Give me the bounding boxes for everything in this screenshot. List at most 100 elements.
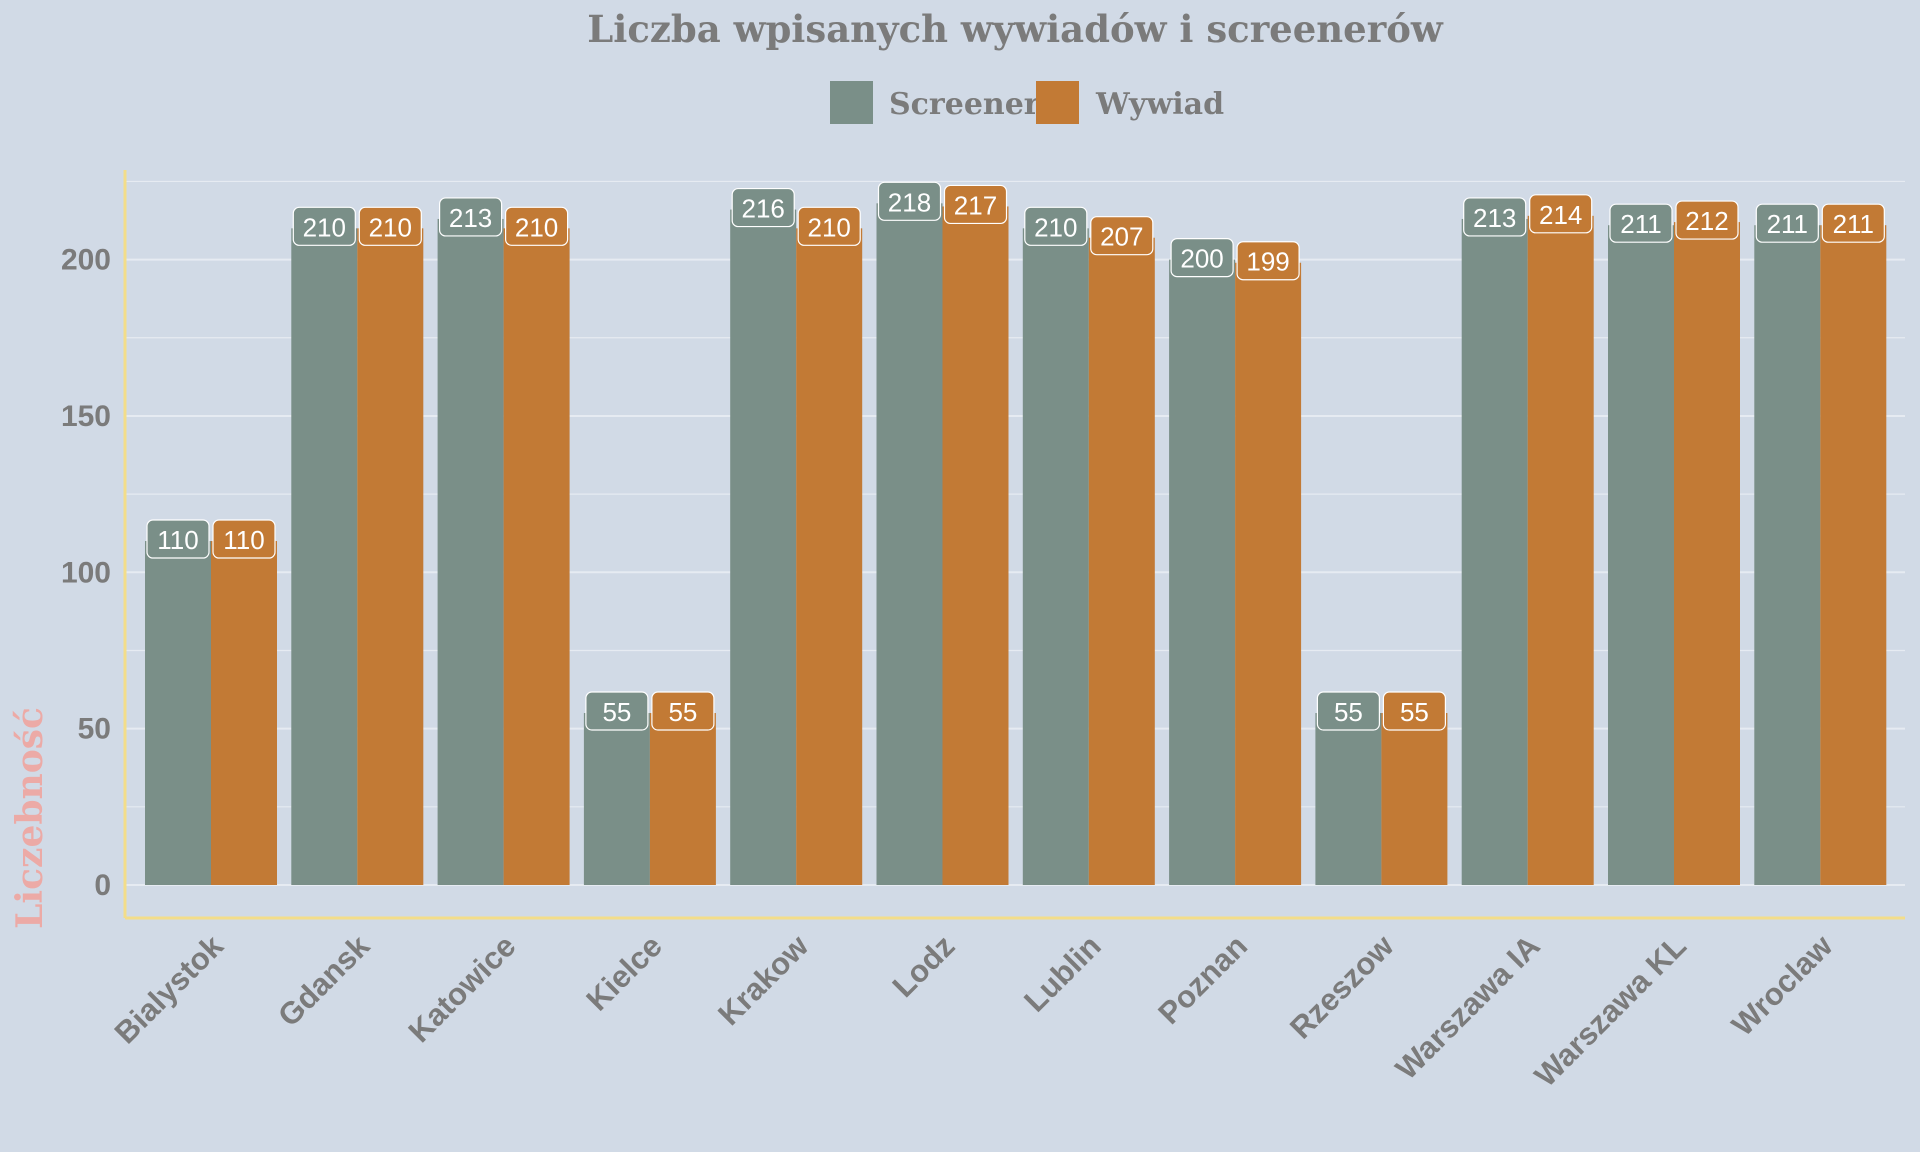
value-label-box <box>439 197 503 237</box>
value-label-text: 213 <box>449 203 492 233</box>
value-label-box <box>358 206 422 246</box>
value-label-box <box>1170 238 1234 278</box>
value-label-screener: 200 <box>1170 238 1234 278</box>
bar-screener-kielce <box>583 713 650 885</box>
value-label-screener: 55 <box>1316 691 1381 731</box>
bar-screener-bialystok <box>145 541 211 885</box>
value-label-box <box>585 691 649 731</box>
value-label-text: 110 <box>223 525 264 555</box>
bar-wywiad-warszawa-kl <box>1674 222 1740 886</box>
value-label-text: 210 <box>1034 212 1077 242</box>
bar-wywiad-katowice <box>503 228 570 885</box>
bar-screener-gdansk <box>291 228 358 885</box>
value-label-box <box>212 519 276 559</box>
value-label-box <box>292 206 356 246</box>
bar-screener-warszawa-kl <box>1608 225 1674 885</box>
value-label-text: 211 <box>1767 209 1808 239</box>
value-label-text: 210 <box>808 212 851 242</box>
value-label-box <box>1675 200 1739 240</box>
bar-screener-warszawa-ia <box>1461 218 1528 886</box>
x-tick-label: Warszawa KL <box>1528 928 1693 1093</box>
x-tick-label: Rzeszow <box>1283 928 1401 1046</box>
value-label-text: 217 <box>954 190 997 220</box>
value-label-screener: 218 <box>877 181 942 221</box>
bar-screener-katowice <box>437 218 504 886</box>
axes <box>123 170 1905 920</box>
x-tick-label: Lublin <box>1017 928 1107 1018</box>
value-label-text: 212 <box>1685 206 1728 236</box>
y-tick-label: 50 <box>78 713 111 746</box>
value-label-wywiad: 55 <box>1382 691 1447 731</box>
value-label-box <box>505 206 569 246</box>
value-label-text: 211 <box>1833 209 1874 239</box>
x-tick-label: Warszawa IA <box>1389 928 1547 1086</box>
value-label-screener: 210 <box>1024 206 1088 246</box>
value-label-text: 210 <box>303 212 346 242</box>
value-label-box <box>797 206 861 246</box>
x-tick-label: Krakow <box>711 928 816 1033</box>
bar-wywiad-wroclaw <box>1820 225 1887 885</box>
x-tick-label: Katowice <box>402 928 523 1049</box>
value-label-screener: 211 <box>1755 203 1819 243</box>
value-label-box <box>651 691 715 731</box>
value-label-text: 207 <box>1100 222 1143 252</box>
value-label-text: 213 <box>1473 203 1516 233</box>
bar-wywiad-lublin <box>1088 237 1155 885</box>
x-tick-label: Kielce <box>580 928 669 1017</box>
bar-screener-rzeszow <box>1315 713 1382 885</box>
y-tick-label: 0 <box>94 869 111 902</box>
value-label-box <box>1382 691 1447 731</box>
value-label-box <box>1755 203 1819 243</box>
x-tick-label: Wroclaw <box>1725 928 1840 1043</box>
value-label-screener: 110 <box>146 519 210 559</box>
value-label-box <box>1609 203 1673 243</box>
value-label-screener: 213 <box>439 197 503 237</box>
value-label-box <box>1463 197 1527 237</box>
value-label-text: 55 <box>1334 697 1363 727</box>
legend-label-wywiad: Wywiad <box>1095 87 1224 122</box>
value-label-wywiad: 110 <box>212 519 276 559</box>
bar-wywiad-warszawa-ia <box>1527 215 1594 885</box>
value-label-box <box>877 181 942 221</box>
x-tick-label: Poznan <box>1151 928 1254 1031</box>
bars <box>145 203 1887 886</box>
value-label-text: 55 <box>602 697 631 727</box>
value-label-text: 55 <box>668 697 697 727</box>
x-tick-label: Lodz <box>886 928 962 1004</box>
bar-screener-lodz <box>876 203 943 886</box>
x-tick-label: Gdansk <box>271 928 377 1034</box>
value-label-screener: 216 <box>731 187 795 228</box>
bar-screener-wroclaw <box>1754 225 1821 885</box>
value-label-text: 55 <box>1400 697 1429 727</box>
y-tick-label: 100 <box>61 556 111 589</box>
value-label-box <box>731 187 795 228</box>
legend: Screener Wywiad <box>830 81 1224 124</box>
value-label-wywiad: 207 <box>1090 216 1154 256</box>
bar-wywiad-krakow <box>796 228 863 885</box>
bar-wywiad-bialystok <box>211 541 277 885</box>
value-label-text: 211 <box>1620 209 1661 239</box>
value-label-wywiad: 212 <box>1675 200 1739 240</box>
bar-screener-lublin <box>1022 228 1089 885</box>
bar-wywiad-lodz <box>942 206 1009 886</box>
value-label-text: 110 <box>157 525 198 555</box>
value-label-box <box>1316 691 1381 731</box>
value-label-screener: 211 <box>1609 203 1673 243</box>
value-label-box <box>1236 241 1300 281</box>
x-axis-ticks: Bialystok Gdansk Katowice Kielce Krakow Lodz L… <box>108 928 1840 1094</box>
value-label-text: 216 <box>742 194 785 224</box>
value-label-wywiad: 55 <box>651 691 715 731</box>
value-label-screener: 210 <box>292 206 356 246</box>
legend-swatch-screener <box>830 81 873 124</box>
y-tick-label: 200 <box>61 244 111 277</box>
x-tick-label: Bialystok <box>108 928 231 1051</box>
value-label-text: 210 <box>515 212 558 242</box>
value-label-box <box>1024 206 1088 246</box>
bar-wywiad-rzeszow <box>1381 713 1448 885</box>
value-label-box <box>1090 216 1154 256</box>
bar-wywiad-poznan <box>1235 262 1302 885</box>
value-label-wywiad: 210 <box>797 206 861 246</box>
bar-wywiad-gdansk <box>357 228 424 885</box>
